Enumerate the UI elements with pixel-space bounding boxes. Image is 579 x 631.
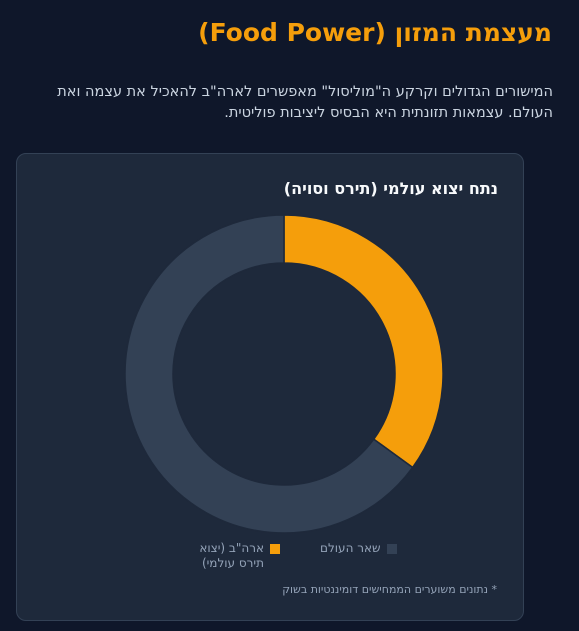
chart-title: נתח יצוא עולמי (תירס וסויה) — [283, 179, 498, 198]
legend-label-rest: שאר העולם — [320, 541, 381, 555]
legend-item-usa[interactable]: ארה"ב (יצוא תירס עולמי) — [172, 541, 280, 571]
chart-card: נתח יצוא עולמי (תירס וסויה) ארה"ב (יצוא … — [16, 153, 524, 621]
legend-item-rest[interactable]: שאר העולם — [320, 541, 397, 556]
chart-footnote: * נתונים משוערים הממחישים דומיננטיות בשו… — [282, 583, 497, 596]
chart-legend: ארה"ב (יצוא תירס עולמי) שאר העולם — [17, 541, 523, 577]
page-title: מעצמת המזון (Food Power) — [198, 18, 552, 47]
legend-label-usa: ארה"ב (יצוא תירס עולמי) — [199, 541, 264, 570]
legend-swatch-usa — [270, 544, 280, 554]
donut-slice-usa[interactable] — [283, 214, 444, 469]
intro-text: המישורים הגדולים וקרקע ה"מוליסול" מאפשרי… — [57, 84, 553, 121]
legend-swatch-rest — [386, 544, 397, 554]
donut-chart — [124, 214, 444, 534]
donut-slice-rest[interactable] — [124, 214, 414, 534]
